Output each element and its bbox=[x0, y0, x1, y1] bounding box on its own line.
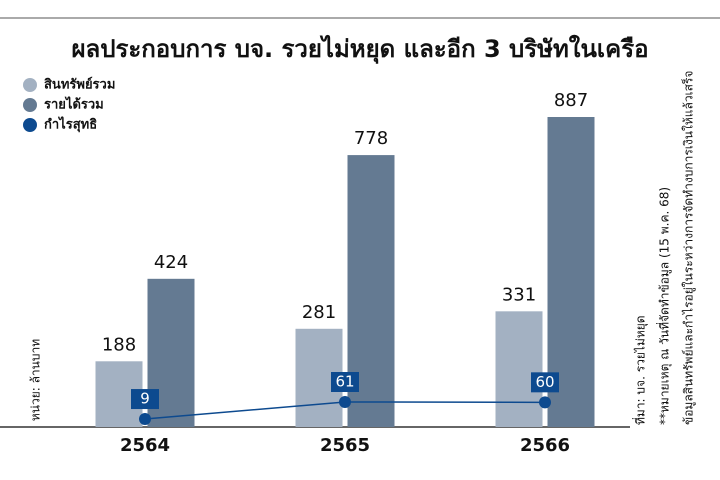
value-label: 188 bbox=[102, 334, 136, 355]
note: ที่มา: บจ. รวยไม่หยุด bbox=[632, 315, 649, 425]
value-label: 424 bbox=[154, 252, 188, 273]
value-box bbox=[131, 389, 159, 410]
x-tick-label: 2564 bbox=[120, 435, 170, 456]
legend-label: กำไรสุทธิ bbox=[44, 116, 97, 133]
value-label: 281 bbox=[302, 302, 336, 323]
chart-title: ผลประกอบการ บจ. รวยไม่หยุด และอีก 3 บริษ… bbox=[71, 34, 648, 65]
line-point bbox=[339, 396, 351, 408]
value-label: 61 bbox=[335, 373, 354, 391]
legend-label: สินทรัพย์รวม bbox=[44, 77, 115, 93]
value-label: 331 bbox=[502, 284, 536, 305]
note: **หมายเหตุ ณ วันที่จัดทำข้อมูล (15 พ.ค. … bbox=[656, 187, 673, 425]
value-label: 887 bbox=[554, 90, 588, 111]
value-label: 60 bbox=[535, 373, 554, 391]
value-box bbox=[331, 372, 359, 392]
value-label: 9 bbox=[140, 390, 150, 408]
line-point bbox=[539, 396, 551, 409]
legend-swatch bbox=[23, 98, 37, 112]
value-label: 778 bbox=[354, 128, 388, 149]
legend-swatch bbox=[23, 78, 37, 92]
unit-label: หน่วย: ล้านบาท bbox=[29, 339, 43, 421]
legend-swatch bbox=[23, 118, 37, 132]
line-point bbox=[139, 413, 151, 426]
x-tick-label: 2565 bbox=[320, 435, 370, 456]
legend-label: รายได้รวม bbox=[44, 96, 104, 113]
x-tick-label: 2566 bbox=[520, 435, 570, 456]
value-box bbox=[531, 372, 559, 393]
note: ข้อมูลสินทรัพย์และกำไรอยู่ในระหว่างการจั… bbox=[681, 71, 697, 425]
bar bbox=[495, 311, 543, 427]
